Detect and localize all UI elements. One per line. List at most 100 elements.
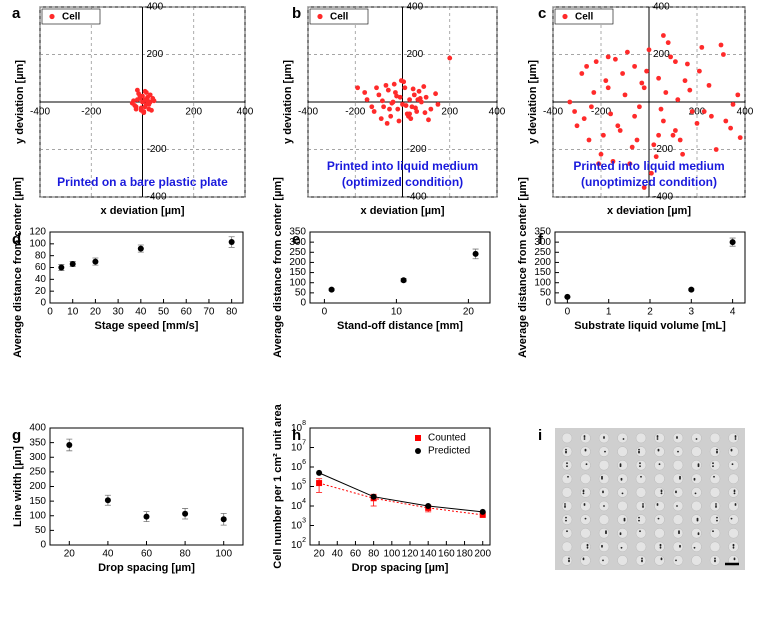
point xyxy=(735,92,741,98)
tick-label: 0 xyxy=(40,540,46,551)
cell-dot xyxy=(583,435,586,437)
tick-label: 4 xyxy=(730,307,736,318)
cell-dot xyxy=(623,517,626,520)
tick-label: 200 xyxy=(689,107,706,118)
tick-label-exponent: 7 xyxy=(302,439,306,446)
well xyxy=(580,432,591,444)
point xyxy=(656,132,661,138)
point xyxy=(376,92,382,98)
cell-dot xyxy=(604,450,606,453)
well xyxy=(728,500,739,512)
point xyxy=(66,441,73,448)
cell-dot xyxy=(565,519,567,522)
point xyxy=(328,286,335,293)
well xyxy=(672,473,684,485)
point xyxy=(104,497,111,504)
cell-dot xyxy=(642,503,644,505)
tick-label: 150 xyxy=(29,496,46,507)
panel-label: h xyxy=(292,427,301,444)
plot-frame xyxy=(49,427,244,546)
point xyxy=(428,106,434,112)
point xyxy=(641,85,647,91)
well xyxy=(728,446,739,457)
point xyxy=(134,87,140,93)
well xyxy=(580,500,591,512)
cell-dot xyxy=(715,505,717,507)
cell-dot xyxy=(716,450,718,453)
well xyxy=(672,541,684,553)
point xyxy=(632,63,637,69)
x-axis-label: Drop spacing [µm] xyxy=(98,562,195,574)
point xyxy=(665,40,671,46)
point xyxy=(410,86,416,92)
point xyxy=(651,142,657,148)
point xyxy=(422,110,428,116)
well xyxy=(691,555,702,566)
tick-label: 40 xyxy=(102,549,114,560)
point xyxy=(416,88,422,94)
series-line xyxy=(318,482,483,516)
panel-label: i xyxy=(538,427,542,444)
cell-dot xyxy=(638,519,640,522)
tick-label: 200 xyxy=(29,481,46,492)
tick-label: 50 xyxy=(158,307,170,318)
point xyxy=(400,277,407,284)
tick-label: 200 xyxy=(441,107,458,118)
tick-label: 30 xyxy=(113,307,125,318)
tick-label: 300 xyxy=(289,237,306,248)
point xyxy=(567,99,573,105)
tick-label: 60 xyxy=(141,549,153,560)
well xyxy=(561,500,573,512)
well xyxy=(598,514,610,525)
annotation: (unoptimized condition) xyxy=(581,175,717,189)
cell-dot xyxy=(712,465,714,468)
cell-dot xyxy=(656,438,659,440)
point xyxy=(656,75,661,81)
tick-label: 60 xyxy=(350,549,362,560)
cell-dot xyxy=(603,505,605,507)
well xyxy=(580,446,591,457)
cell-dot xyxy=(568,559,570,562)
cell-dot xyxy=(641,559,643,562)
tick-label: 80 xyxy=(35,250,47,261)
well xyxy=(635,446,647,457)
cell-dot xyxy=(638,516,640,519)
cell-dot xyxy=(601,544,603,547)
point xyxy=(388,113,394,119)
well xyxy=(580,527,591,539)
legend-label: Predicted xyxy=(428,446,470,457)
well xyxy=(709,459,721,471)
point xyxy=(632,113,637,119)
well xyxy=(635,555,647,566)
legend-marker xyxy=(317,13,323,20)
cell-dot xyxy=(603,436,605,438)
cell-dot xyxy=(660,557,663,560)
point xyxy=(668,54,673,60)
point xyxy=(620,71,625,76)
legend-box xyxy=(309,8,369,25)
tick-label: 300 xyxy=(534,237,551,248)
x-axis-label: x deviation [µm] xyxy=(607,205,691,217)
point xyxy=(641,185,647,190)
cell-dot xyxy=(730,448,733,451)
tick-label: 108 xyxy=(291,420,306,434)
point xyxy=(688,286,695,293)
tick-label: 250 xyxy=(289,247,306,258)
cell-dot xyxy=(660,489,663,492)
tick-label: 20 xyxy=(90,307,102,318)
cell-dot xyxy=(693,546,696,549)
point xyxy=(663,90,669,95)
point xyxy=(381,104,386,110)
cell-dot xyxy=(712,530,714,533)
point xyxy=(138,107,144,113)
cell-dot xyxy=(583,438,586,440)
cell-dot xyxy=(622,438,625,440)
tick-label: 300 xyxy=(29,452,46,463)
point xyxy=(723,118,729,124)
tick-label: 120 xyxy=(402,549,419,560)
point xyxy=(591,90,597,95)
point xyxy=(589,104,594,110)
cell-dot xyxy=(714,559,716,562)
tick-label: -400 xyxy=(147,192,167,203)
well xyxy=(598,446,610,457)
